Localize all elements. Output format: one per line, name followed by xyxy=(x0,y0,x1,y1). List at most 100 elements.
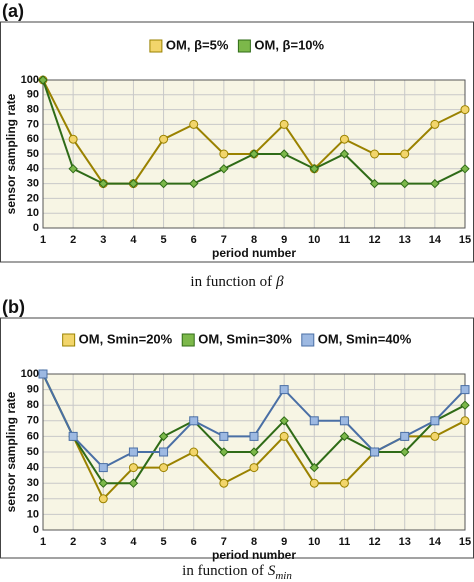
point xyxy=(279,431,289,441)
point xyxy=(219,164,229,174)
point xyxy=(189,416,199,426)
point xyxy=(249,463,259,473)
panel-label: (b) xyxy=(2,297,25,317)
legend-swatch xyxy=(181,333,195,347)
x-tick-label: 8 xyxy=(251,536,257,548)
legend: OM, Smin=20% OM, Smin=30% OM, Smin=40% xyxy=(62,331,412,347)
point xyxy=(219,431,229,441)
x-tick-label: 1 xyxy=(40,234,46,246)
point xyxy=(189,447,199,457)
point xyxy=(128,463,138,473)
point xyxy=(400,431,410,441)
y-tick-label: 40 xyxy=(27,462,39,474)
y-tick-label: 20 xyxy=(27,192,39,204)
caption-text: in function of xyxy=(182,563,264,579)
point xyxy=(189,119,199,129)
point xyxy=(68,431,78,441)
point xyxy=(460,400,470,410)
legend: OM, β=5% OM, β=10% xyxy=(149,37,325,53)
point xyxy=(339,478,349,488)
caption-symbol: S xyxy=(268,563,276,579)
point xyxy=(460,105,470,115)
point xyxy=(219,478,229,488)
x-tick-label: 3 xyxy=(100,536,106,548)
legend-label: OM, Smin=40% xyxy=(318,331,412,346)
point xyxy=(460,385,470,395)
y-tick-label: 30 xyxy=(27,178,39,190)
point xyxy=(98,178,108,189)
legend-label: OM, β=5% xyxy=(166,37,229,52)
point xyxy=(158,178,169,189)
point xyxy=(128,178,139,189)
y-tick-label: 40 xyxy=(27,163,39,175)
y-tick-label: 0 xyxy=(33,524,39,536)
point xyxy=(249,149,259,159)
point xyxy=(309,478,319,488)
point xyxy=(219,149,229,159)
point xyxy=(370,149,380,159)
point xyxy=(460,164,470,174)
panel-label: (a) xyxy=(2,1,24,21)
point xyxy=(339,416,349,426)
y-tick-label: 80 xyxy=(27,104,39,116)
y-tick-label: 20 xyxy=(27,493,39,505)
point xyxy=(369,178,380,189)
point xyxy=(339,134,349,144)
caption: in function of Smin xyxy=(182,563,292,581)
x-tick-label: 2 xyxy=(70,234,76,246)
point xyxy=(98,494,108,504)
y-tick-label: 60 xyxy=(27,133,39,145)
x-tick-label: 7 xyxy=(221,536,227,548)
caption-text: in function of xyxy=(190,274,272,290)
x-tick-label: 6 xyxy=(191,536,197,548)
x-tick-label: 6 xyxy=(191,234,197,246)
point xyxy=(460,416,470,426)
y-tick-label: 70 xyxy=(27,415,39,427)
y-tick-label: 0 xyxy=(33,222,39,234)
legend-label: OM, Smin=20% xyxy=(79,331,173,346)
caption-subscript: min xyxy=(275,570,292,582)
point xyxy=(309,164,319,174)
y-tick-label: 100 xyxy=(21,74,39,86)
caption-symbol: β xyxy=(275,274,284,290)
y-axis-label: sensor sampling rate xyxy=(4,391,18,512)
x-tick-label: 11 xyxy=(339,234,351,246)
point xyxy=(279,119,289,129)
x-tick-label: 8 xyxy=(251,234,257,246)
x-tick-label: 14 xyxy=(429,234,442,246)
y-tick-label: 60 xyxy=(27,430,39,442)
y-tick-label: 80 xyxy=(27,399,39,411)
point xyxy=(339,149,350,159)
x-tick-label: 12 xyxy=(368,234,380,246)
x-axis-label: period number xyxy=(212,246,296,260)
point xyxy=(400,447,410,457)
point xyxy=(98,478,108,488)
x-tick-label: 14 xyxy=(429,536,442,548)
point xyxy=(339,431,350,442)
y-tick-label: 90 xyxy=(27,384,39,396)
legend-swatch xyxy=(149,39,163,53)
legend-swatch xyxy=(301,333,315,347)
point xyxy=(219,447,229,457)
x-tick-label: 13 xyxy=(399,536,411,548)
point xyxy=(279,416,289,426)
point xyxy=(370,447,380,457)
point xyxy=(309,462,319,473)
x-tick-label: 2 xyxy=(70,536,76,548)
plot-border xyxy=(42,373,466,531)
y-tick-label: 100 xyxy=(21,368,39,380)
y-axis-label: sensor sampling rate xyxy=(4,93,18,214)
x-tick-label: 11 xyxy=(339,536,351,548)
point xyxy=(159,134,169,144)
legend-swatch xyxy=(62,333,76,347)
point xyxy=(249,447,259,457)
x-tick-label: 10 xyxy=(308,234,320,246)
y-tick-label: 90 xyxy=(27,89,39,101)
legend-swatch xyxy=(237,39,251,53)
caption: in function of β xyxy=(190,274,284,290)
point xyxy=(430,416,440,426)
point xyxy=(309,416,319,426)
point xyxy=(98,463,108,473)
plot-border xyxy=(42,79,466,229)
